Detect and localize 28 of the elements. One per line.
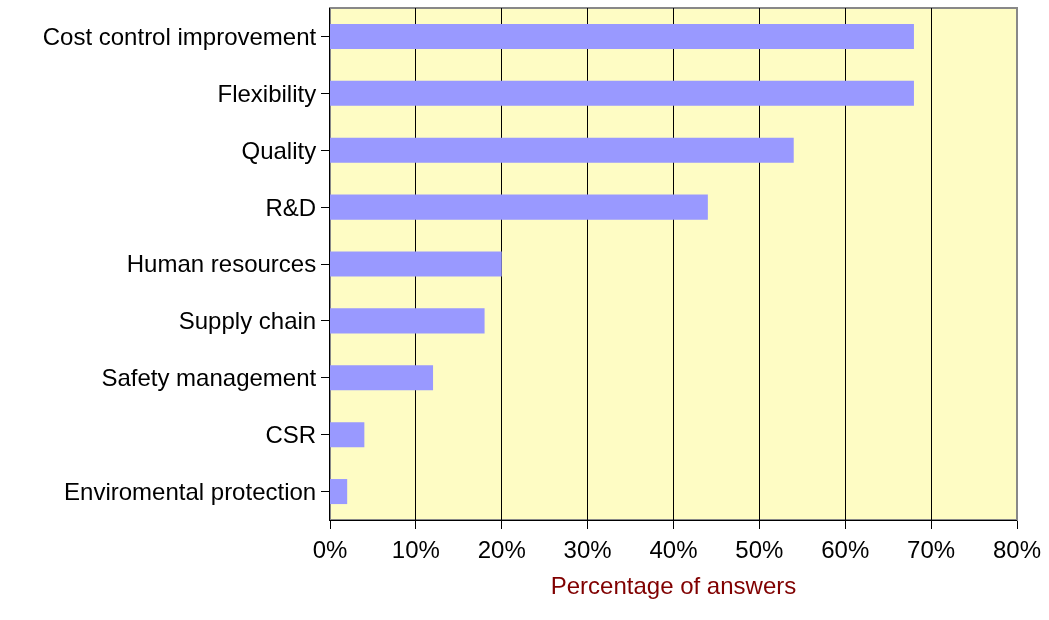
y-tick-label: Safety management xyxy=(101,364,317,392)
bar xyxy=(330,251,502,277)
bar xyxy=(330,137,794,163)
x-tick-label: 70% xyxy=(907,535,956,563)
x-axis-title: Percentage of answers xyxy=(550,572,797,600)
bar xyxy=(330,80,914,106)
x-tick-label: 60% xyxy=(821,535,870,563)
y-tick-label: Flexibility xyxy=(217,79,317,107)
bar xyxy=(330,23,914,49)
bar xyxy=(330,422,365,448)
x-tick-label: 10% xyxy=(391,535,440,563)
y-tick-label: Supply chain xyxy=(178,307,317,335)
y-tick-label: Enviromental protection xyxy=(64,477,317,505)
bar xyxy=(330,194,708,220)
bar xyxy=(330,308,485,334)
y-tick-label: Human resources xyxy=(126,250,317,278)
y-tick-label: Quality xyxy=(241,136,317,164)
bar xyxy=(330,365,434,391)
y-tick-label: Cost control improvement xyxy=(42,22,317,50)
y-tick-label: CSR xyxy=(265,421,317,449)
x-tick-label: 40% xyxy=(649,535,698,563)
x-tick-label: 20% xyxy=(477,535,526,563)
x-tick-label: 0% xyxy=(312,535,348,563)
y-tick-label: R&D xyxy=(265,193,317,221)
x-tick-label: 80% xyxy=(992,535,1042,563)
x-tick-label: 50% xyxy=(735,535,784,563)
bar xyxy=(330,479,348,505)
x-tick-label: 30% xyxy=(563,535,612,563)
